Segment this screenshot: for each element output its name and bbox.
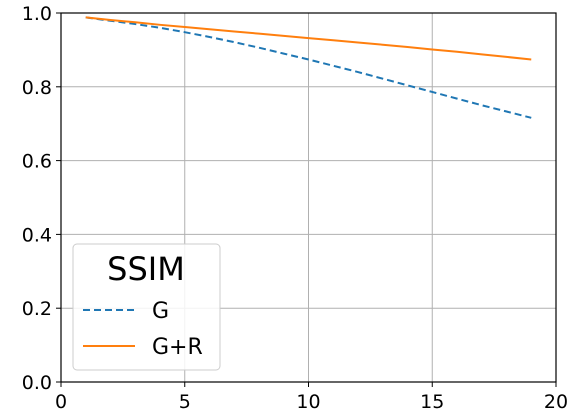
y-tick-label: 1.0 bbox=[22, 3, 52, 25]
legend: SSIM G G+R bbox=[72, 243, 221, 371]
x-tick-label: 0 bbox=[55, 391, 67, 413]
y-tick-label: 0.8 bbox=[22, 77, 52, 99]
axis-ticks: 0 5 10 15 20 0.0 0.2 0.4 0.6 0.8 1.0 bbox=[22, 3, 568, 413]
legend-box bbox=[72, 243, 221, 371]
y-tick-label: 0.0 bbox=[22, 372, 52, 394]
x-tick-label: 15 bbox=[420, 391, 444, 413]
series-line-g-r bbox=[85, 16, 532, 61]
legend-label-g: G bbox=[152, 299, 169, 324]
legend-label-g-r: G+R bbox=[152, 335, 203, 360]
series-layer bbox=[85, 16, 532, 119]
x-tick-label: 10 bbox=[296, 391, 320, 413]
y-tick-label: 0.6 bbox=[22, 151, 52, 173]
series-line-g bbox=[85, 16, 532, 119]
legend-title: SSIM bbox=[107, 250, 185, 288]
y-tick-label: 0.2 bbox=[22, 298, 52, 320]
x-tick-label: 20 bbox=[544, 391, 568, 413]
y-tick-label: 0.4 bbox=[22, 224, 52, 246]
x-tick-label: 5 bbox=[179, 391, 191, 413]
